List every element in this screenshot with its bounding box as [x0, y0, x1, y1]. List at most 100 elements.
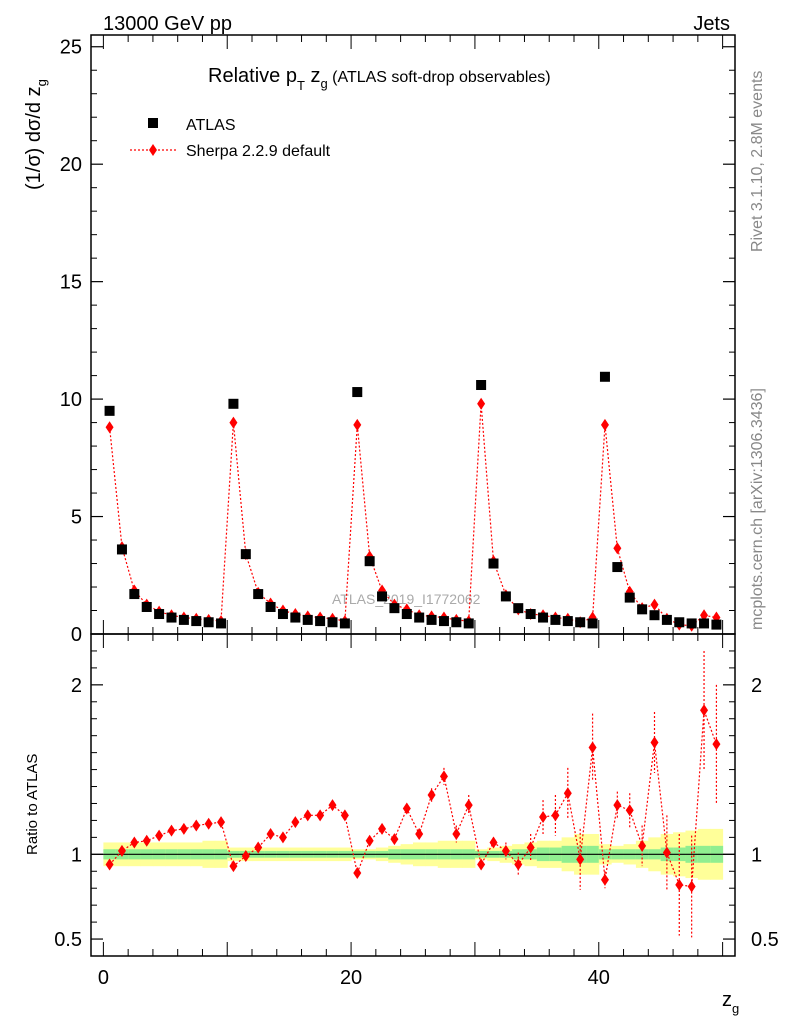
- atlas-point: [228, 398, 239, 409]
- ratio-point: [192, 819, 201, 832]
- ratio-point: [390, 833, 399, 846]
- sherpa-point: [600, 418, 609, 431]
- ratio-y-tick-label-right: 0.5: [751, 929, 779, 951]
- atlas-point: [240, 549, 251, 560]
- header-left: 13000 GeV pp: [103, 13, 232, 35]
- atlas-point: [339, 618, 350, 629]
- main-y-tick-label: 10: [60, 389, 82, 411]
- plot-title: Relative pT zg (ATLAS soft-drop observab…: [208, 65, 551, 93]
- legend-marker-sherpa: [149, 144, 157, 156]
- atlas-point: [451, 617, 462, 628]
- legend-label-atlas: ATLAS: [186, 117, 236, 134]
- atlas-point: [562, 616, 573, 627]
- atlas-point: [104, 405, 115, 416]
- main-series-group: [104, 371, 722, 632]
- main-y-tick-label: 20: [60, 154, 82, 176]
- atlas-point: [476, 380, 487, 391]
- atlas-point: [426, 614, 437, 625]
- atlas-point: [277, 609, 288, 620]
- mcplots-label: mcplots.cern.ch [arXiv:1306.3436]: [749, 388, 766, 630]
- atlas-point: [216, 618, 227, 629]
- rivet-label: Rivet 3.1.10, 2.8M events: [749, 71, 766, 252]
- ratio-point: [266, 827, 275, 840]
- atlas-point: [587, 618, 598, 629]
- atlas-point: [637, 604, 648, 615]
- ylabel-main-sub: g: [34, 79, 49, 86]
- sherpa-point: [650, 598, 659, 611]
- atlas-point: [513, 603, 524, 614]
- ratio-point: [675, 878, 684, 891]
- x-tick-label: 20: [340, 967, 362, 989]
- y-axis-label-main: (1/σ) dσ/d zg: [23, 79, 49, 190]
- ratio-point: [117, 844, 126, 857]
- atlas-point: [253, 589, 264, 600]
- ratio-point: [415, 827, 424, 840]
- atlas-point: [290, 612, 301, 623]
- sherpa-point: [700, 609, 709, 622]
- atlas-point: [538, 612, 549, 623]
- atlas-point: [463, 618, 474, 629]
- ratio-point: [328, 799, 337, 812]
- main-y-tick-label: 25: [60, 37, 82, 59]
- x-tick-label: 0: [98, 967, 109, 989]
- atlas-point: [674, 617, 685, 628]
- atlas-point: [711, 619, 722, 630]
- ratio-y-tick-label-left: 0.5: [54, 929, 82, 951]
- x-axis-label: zg: [722, 989, 739, 1016]
- atlas-point: [265, 601, 276, 612]
- ratio-point: [291, 816, 300, 829]
- atlas-point: [612, 562, 623, 573]
- atlas-point: [191, 616, 202, 627]
- ratio-y-tick-label-left: 2: [71, 675, 82, 697]
- sherpa-point: [229, 416, 238, 429]
- sherpa-point: [105, 421, 114, 434]
- atlas-point: [315, 616, 326, 627]
- main-y-tick-label: 15: [60, 272, 82, 294]
- axes-group: 0 5 10 15 20 25 0 20 40 0.5 0.5 1 1 2 2: [54, 34, 779, 989]
- ratio-point: [217, 816, 226, 829]
- atlas-point: [154, 609, 165, 620]
- atlas-point: [699, 618, 710, 629]
- ratio-point: [241, 850, 250, 863]
- ratio-point: [526, 841, 535, 854]
- atlas-point: [599, 371, 610, 382]
- atlas-point: [302, 614, 313, 625]
- ratio-point: [662, 846, 671, 859]
- ylabel-main-text: (1/σ) dσ/d z: [23, 86, 45, 190]
- legend-label-sherpa: Sherpa 2.2.9 default: [186, 143, 331, 160]
- atlas-point: [141, 601, 152, 612]
- ratio-point: [588, 741, 597, 754]
- title-main: Relative p: [208, 65, 297, 87]
- ratio-point: [142, 834, 151, 847]
- ratio-point: [687, 880, 696, 893]
- y-axis-label-ratio: Ratio to ATLAS: [24, 754, 41, 855]
- atlas-point: [488, 558, 499, 569]
- ratio-point: [613, 799, 622, 812]
- ratio-frame: [90, 633, 736, 957]
- ratio-point: [353, 866, 362, 879]
- ratio-point: [712, 738, 721, 751]
- ratio-point: [600, 873, 609, 886]
- atlas-point: [116, 544, 127, 555]
- title-z: z: [305, 65, 321, 87]
- atlas-point: [166, 612, 177, 623]
- atlas-point: [649, 610, 660, 621]
- ratio-point: [316, 809, 325, 822]
- ratio-series-group: [105, 650, 721, 938]
- atlas-point: [401, 609, 412, 620]
- ratio-point: [576, 853, 585, 866]
- ratio-point: [155, 829, 164, 842]
- atlas-point: [500, 591, 511, 602]
- ratio-point: [278, 831, 287, 844]
- ratio-point: [167, 824, 176, 837]
- ratio-point: [303, 809, 312, 822]
- atlas-point: [364, 556, 375, 567]
- atlas-point: [327, 617, 338, 628]
- legend: ATLAS Sherpa 2.2.9 default: [130, 117, 331, 160]
- atlas-point: [624, 592, 635, 603]
- ratio-point: [402, 802, 411, 815]
- header-right: Jets: [693, 13, 730, 35]
- title-sub-t: T: [297, 78, 305, 93]
- main-y-tick-label: 0: [71, 624, 82, 646]
